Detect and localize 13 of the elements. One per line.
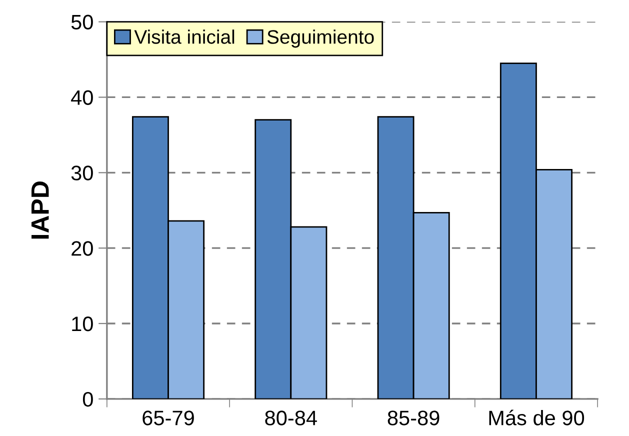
legend-label: Seguimiento (267, 30, 374, 48)
x-tick-label: 65-79 (142, 410, 194, 426)
y-tick-label: 40 (71, 90, 93, 105)
y-tick-label: 30 (71, 166, 93, 180)
y-tick-label: 50 (71, 14, 93, 30)
x-tick-label: Más de 90 (489, 410, 584, 426)
x-tick-label: 80-84 (265, 410, 317, 426)
x-tick-label: 85-89 (388, 410, 440, 426)
y-tick-label: 0 (82, 392, 93, 407)
y-tick-label: 20 (72, 241, 93, 256)
legend-label: Visita inicial (134, 30, 234, 44)
y-axis-title: IAPD (32, 182, 49, 239)
y-tick-label: 10 (72, 316, 93, 332)
